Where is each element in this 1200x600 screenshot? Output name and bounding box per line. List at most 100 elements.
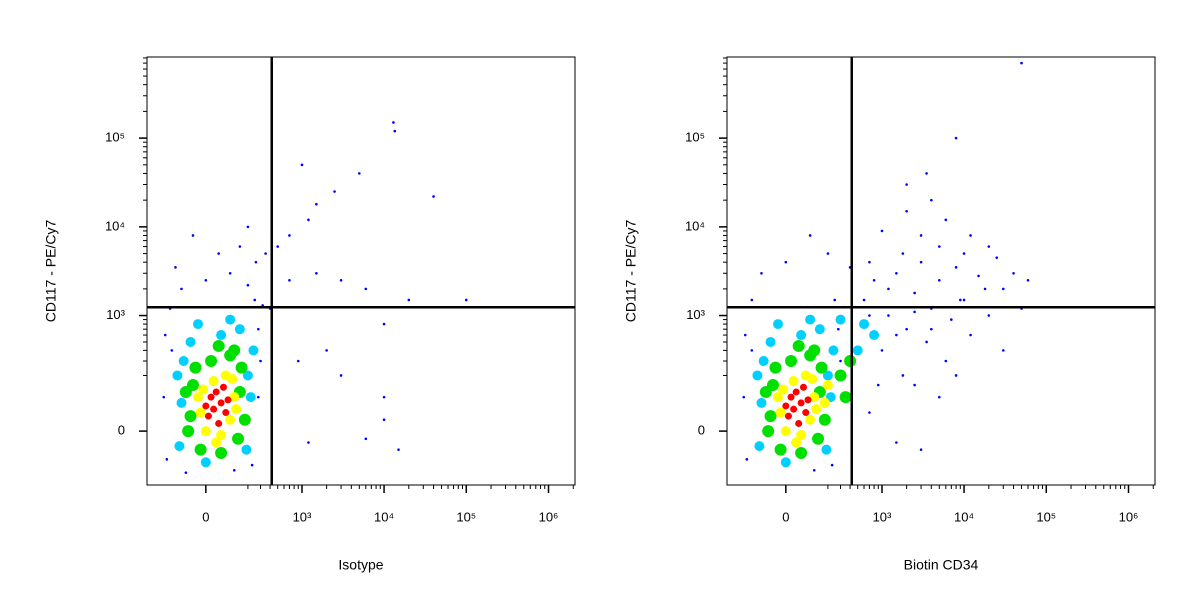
event-dot [790,405,798,413]
event-dot [774,443,787,456]
event-dot [784,260,788,264]
event-dot [202,402,210,410]
event-dot [235,361,248,374]
event-dot [839,391,852,404]
event-dot [880,229,884,233]
event-dot [745,458,749,461]
event-dot [382,395,386,399]
event-dot [170,349,174,352]
event-dot [839,359,842,363]
event-dot [238,245,242,248]
event-dot [194,443,207,456]
event-dot [822,380,833,391]
event-dot [276,245,280,248]
event-dot [905,209,908,213]
event-dot [176,397,187,408]
event-dot [211,437,222,448]
event-dot [163,333,167,337]
event-dot [809,392,820,403]
event-dot [905,183,908,186]
event-dot [259,359,262,363]
event-dot [844,355,857,368]
event-dot [325,349,328,352]
event-dot [174,266,177,269]
event-dot [208,375,219,386]
event-dot [938,395,941,399]
event-dot [222,409,230,417]
event-dot [752,370,763,381]
y-tick-label: 0 [118,423,125,438]
event-dot [178,356,189,367]
event-dot [799,383,807,391]
event-dot [773,319,784,330]
y-tick-label: 10⁵ [105,130,125,145]
event-dot [165,458,169,461]
dots [162,121,468,474]
event-dot [784,412,792,420]
event-dot [913,383,916,387]
event-dot [225,314,236,325]
event-dot [760,271,763,275]
event-dot [296,359,300,363]
event-dot [826,252,830,255]
event-dot [805,414,816,425]
event-dot [778,384,789,395]
event-dot [887,287,890,291]
event-dot [253,298,257,302]
event-dot [1001,287,1005,291]
event-dot [364,437,368,441]
event-dot [212,388,220,396]
event-dot [808,234,812,237]
event-dot [228,344,241,357]
event-dot [930,327,933,331]
event-dot [913,291,916,295]
event-dot [232,468,236,472]
event-dot [756,397,767,408]
event-dot [808,344,821,357]
event-dot [382,322,386,326]
event-dot [210,405,218,413]
y-tick-label: 10⁴ [685,218,705,233]
event-dot [819,397,830,408]
event-dot [954,266,958,269]
event-dot [925,172,928,175]
event-dot [954,374,958,377]
event-dot [859,319,870,330]
y-tick-label: 10⁴ [105,218,125,233]
event-dot [822,370,833,381]
event-dot [987,314,991,317]
dots [742,61,1030,472]
event-dot [358,172,361,175]
event-dot [182,425,195,438]
event-dot [229,392,240,403]
event-dot [300,163,304,167]
event-dot [802,409,810,417]
event-dot [382,418,386,422]
event-dot [339,374,343,377]
event-dot [987,245,991,248]
panel: 0 10³ 10⁴ 10⁵ 10⁶ 0 10³ 10⁴ 10⁵ Biotin CD34 CD117 … [623,56,1156,573]
event-dot [200,457,211,468]
event-dot [200,426,211,437]
event-dot [901,252,905,255]
event-dot [905,327,908,331]
event-dot [333,190,336,193]
y-axis-title: CD117 - PE/Cy7 [43,220,59,323]
event-dot [257,327,260,331]
event-dot [242,370,253,381]
event-dot [962,298,966,302]
event-dot [895,333,898,337]
event-dot [758,356,769,367]
event-dot [339,278,343,282]
event-dot [750,298,754,302]
x-tick-label: 10⁶ [1119,509,1139,524]
y-tick-label: 10³ [686,307,705,322]
event-dot [216,429,227,440]
event-dot [231,404,242,415]
y-tick-label: 10⁵ [685,130,705,145]
event-dot [969,333,972,337]
event-dot [179,385,192,398]
event-dot [307,218,310,222]
event-dot [869,330,880,341]
event-dot [830,463,834,467]
